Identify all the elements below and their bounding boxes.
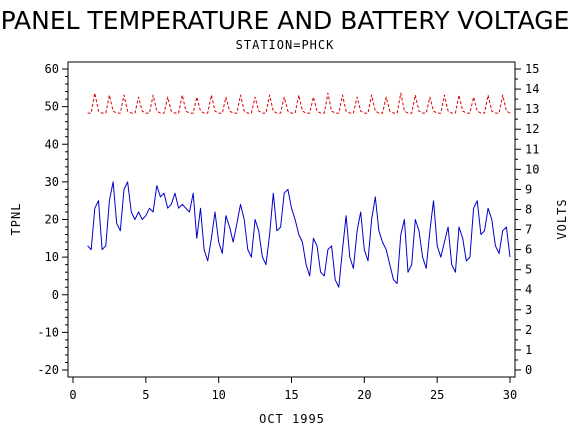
y-axis-left: -20 -10 0 10 20 30 40 50 60 (37, 62, 68, 377)
series-line-tpnl (87, 181, 511, 288)
y-axis-label-right: VOLTS (555, 198, 569, 239)
y-tick-label: 40 (45, 137, 59, 151)
y2-tick-label: 14 (525, 82, 539, 96)
y2-tick-label: 0 (525, 363, 532, 377)
y2-tick-label: 10 (525, 162, 539, 176)
y2-tick-label: 2 (525, 323, 532, 337)
y-tick-label: -20 (37, 363, 59, 377)
series-line-volts (87, 92, 511, 114)
y2-tick-label: 13 (525, 102, 539, 116)
y2-tick-label: 4 (525, 283, 532, 297)
y-tick-label: 20 (45, 213, 59, 227)
chart-title: PANEL TEMPERATURE AND BATTERY VOLTAGE (1, 6, 570, 35)
x-tick-label: 0 (69, 388, 76, 402)
y2-tick-label: 11 (525, 142, 539, 156)
y-tick-label: 60 (45, 62, 59, 76)
y2-tick-label: 8 (525, 202, 532, 216)
y-tick-label: 10 (45, 250, 59, 264)
y2-tick-label: 7 (525, 223, 532, 237)
x-tick-label: 10 (211, 388, 225, 402)
x-tick-label: 25 (430, 388, 444, 402)
y2-tick-label: 5 (525, 263, 532, 277)
y2-tick-label: 15 (525, 62, 539, 76)
y2-tick-label: 9 (525, 182, 532, 196)
y-tick-label: 30 (45, 175, 59, 189)
y2-tick-label: 1 (525, 343, 532, 357)
y-axis-label-left: TPNL (9, 203, 23, 236)
y2-tick-label: 6 (525, 243, 532, 257)
x-tick-label: 5 (142, 388, 149, 402)
y-tick-label: 0 (52, 288, 59, 302)
x-axis-label: OCT 1995 (259, 412, 325, 426)
y2-tick-label: 12 (525, 122, 539, 136)
chart-subtitle: STATION=PHCK (236, 38, 335, 52)
x-tick-label: 20 (357, 388, 371, 402)
y-tick-label: -10 (37, 325, 59, 339)
x-axis: 0 5 10 15 20 25 30 (69, 377, 517, 402)
x-tick-label: 15 (284, 388, 298, 402)
series-layer (87, 92, 511, 288)
x-tick-label: 30 (503, 388, 517, 402)
y2-tick-label: 3 (525, 303, 532, 317)
y-tick-label: 50 (45, 100, 59, 114)
